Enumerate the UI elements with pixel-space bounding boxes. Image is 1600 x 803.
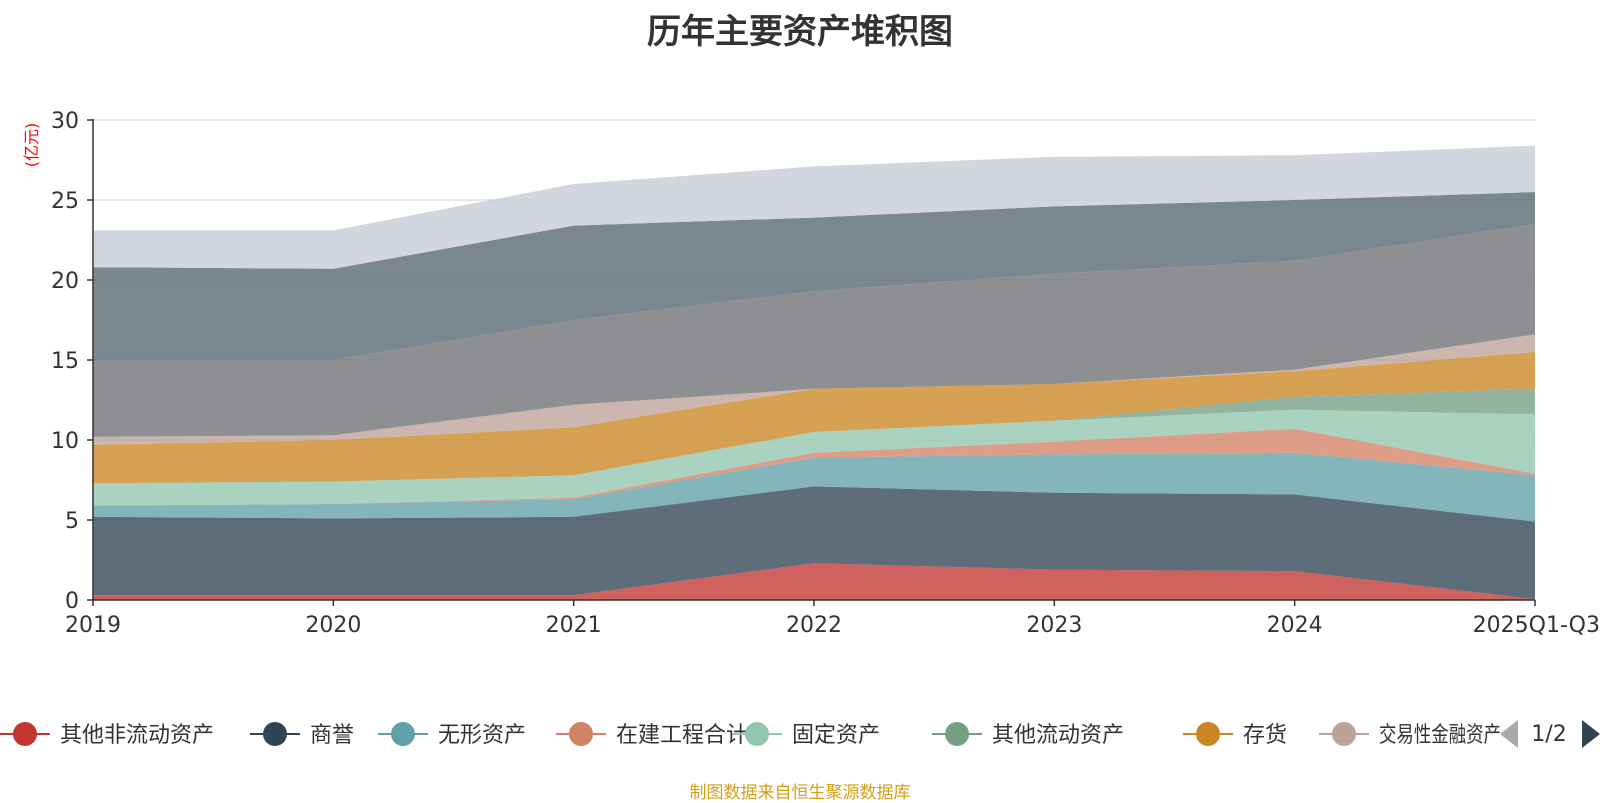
y-axis-unit-label: (亿元) <box>22 123 41 168</box>
legend-label: 在建工程合计 <box>616 723 748 748</box>
legend-marker <box>569 722 593 746</box>
legend-marker <box>13 722 37 746</box>
legend-label: 存货 <box>1243 723 1287 748</box>
legend-item[interactable]: 交易性金融资产 <box>1319 722 1501 748</box>
area-series-1[interactable] <box>93 563 1535 600</box>
area-series-6[interactable] <box>93 388 1535 484</box>
legend-marker <box>1332 722 1356 746</box>
chart-title: 历年主要资产堆积图 <box>647 12 953 52</box>
y-tick-label: 0 <box>65 589 79 614</box>
legend-item[interactable]: 无形资产 <box>378 722 526 748</box>
legend-marker <box>745 722 769 746</box>
x-tick-label: 2022 <box>786 613 842 638</box>
legend-item[interactable]: 固定资产 <box>732 722 880 748</box>
legend-marker <box>391 722 415 746</box>
data-source-note: 制图数据来自恒生聚源数据库 <box>689 783 911 803</box>
x-tick-label: 2020 <box>305 613 361 638</box>
area-series-2[interactable] <box>93 486 1535 600</box>
legend-page-indicator: 1/2 <box>1531 722 1566 747</box>
legend-marker <box>1196 722 1220 746</box>
y-tick-label: 25 <box>51 189 79 214</box>
area-series-3[interactable] <box>93 452 1535 522</box>
legend-item[interactable]: 存货 <box>1183 722 1287 748</box>
area-series-10[interactable] <box>93 192 1535 360</box>
x-tick-label: 2021 <box>546 613 602 638</box>
area-series-5[interactable] <box>93 409 1535 506</box>
legend-label: 固定资产 <box>792 723 880 748</box>
area-series-9[interactable] <box>93 224 1535 437</box>
legend-label: 无形资产 <box>438 723 526 748</box>
legend-item[interactable]: 其他非流动资产 <box>0 722 214 748</box>
legend-label: 其他非流动资产 <box>60 723 214 748</box>
x-tick-label: 2024 <box>1267 613 1323 638</box>
legend-label: 商誉 <box>310 723 354 748</box>
area-series-4[interactable] <box>93 428 1535 506</box>
y-tick-label: 30 <box>51 109 79 134</box>
y-tick-label: 10 <box>51 429 79 454</box>
x-tick-label: 2019 <box>65 613 121 638</box>
area-series-11[interactable] <box>93 145 1535 269</box>
legend-label: 交易性金融资产 <box>1379 723 1501 748</box>
axes: 0 5 10 15 20 25 30 2019 2020 2021 2022 2023 2024 2025… <box>51 109 1600 638</box>
area-series-7[interactable] <box>93 352 1535 484</box>
stacked-areas <box>93 145 1535 600</box>
legend-next-page-icon[interactable] <box>1582 720 1600 748</box>
y-tick-label: 15 <box>51 349 79 374</box>
legend-label: 其他流动资产 <box>992 723 1124 748</box>
legend-item[interactable]: 商誉 <box>250 722 354 748</box>
x-tick-label: 2025Q1-Q3 <box>1473 613 1600 638</box>
legend: 其他非流动资产 商誉 无形资产 在建工程合计 固定资产 其他流动资产 存货 交易性金融资产 <box>0 722 1501 748</box>
x-tick-label: 2023 <box>1026 613 1082 638</box>
y-tick-label: 20 <box>51 269 79 294</box>
legend-item[interactable]: 其他流动资产 <box>932 722 1124 748</box>
legend-marker <box>263 722 287 746</box>
legend-marker <box>945 722 969 746</box>
legend-item[interactable]: 在建工程合计 <box>556 722 748 748</box>
legend-prev-page-icon[interactable] <box>1500 720 1518 748</box>
y-tick-label: 5 <box>65 509 79 534</box>
